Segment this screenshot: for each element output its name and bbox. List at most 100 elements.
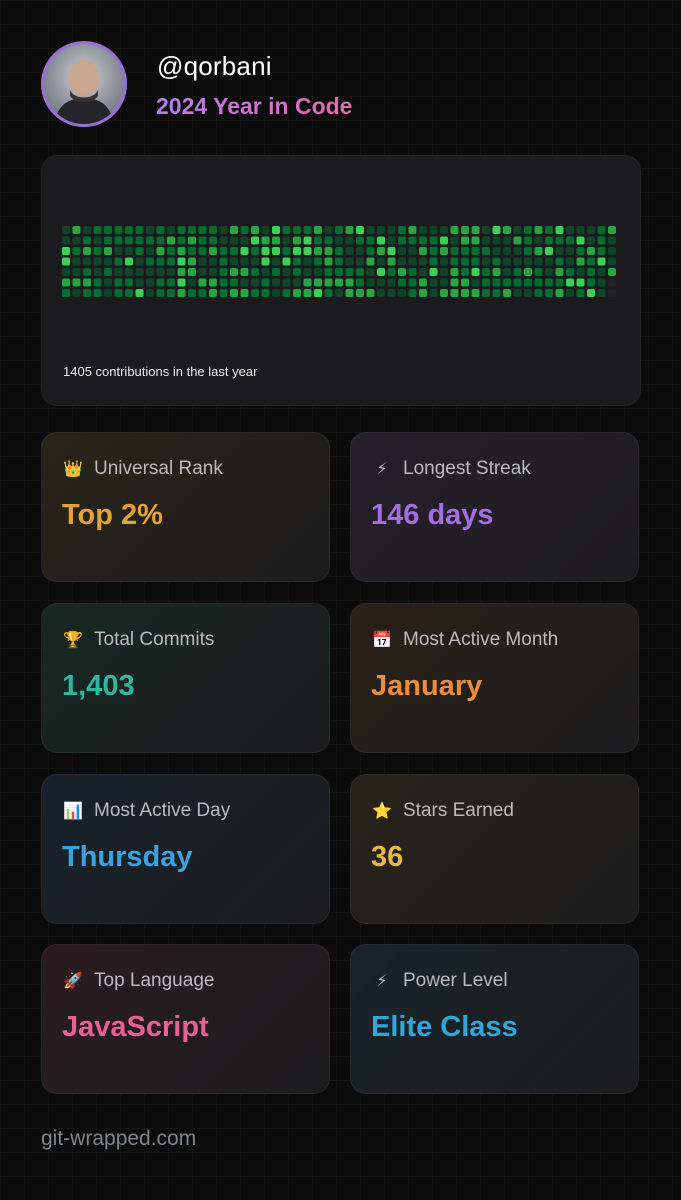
- contribution-cell: [398, 278, 406, 287]
- contribution-cell: [135, 278, 144, 287]
- contribution-cell: [167, 236, 175, 245]
- contribution-cell: [524, 226, 532, 234]
- contribution-cell: [429, 236, 438, 245]
- contribution-cell: [114, 268, 123, 276]
- contribution-cell: [335, 268, 343, 276]
- stat-label: Top Language: [94, 970, 215, 991]
- contribution-cell: [188, 236, 196, 245]
- contribution-cell: [377, 226, 385, 234]
- contribution-cell: [251, 257, 259, 266]
- contribution-cell: [408, 289, 417, 297]
- contribution-cell: [230, 278, 238, 287]
- contribution-cell: [482, 226, 490, 234]
- contribution-cell: [387, 247, 396, 255]
- contribution-cell: [219, 257, 228, 266]
- contribution-cell: [597, 289, 606, 297]
- contribution-cell: [146, 236, 154, 245]
- stat-value: JavaScript: [62, 1011, 209, 1043]
- stat-card-stars-earned: ⭐ Stars Earned 36: [350, 774, 639, 924]
- contribution-cell: [272, 278, 280, 287]
- contribution-cell: [513, 226, 522, 234]
- contribution-cell: [429, 268, 438, 276]
- contribution-cell: [387, 257, 396, 266]
- contribution-cell: [398, 268, 406, 276]
- contribution-cell: [408, 268, 417, 276]
- contribution-cell: [377, 278, 385, 287]
- contribution-cell: [104, 257, 112, 266]
- contribution-summary: 1405 contributions in the last year: [63, 364, 258, 379]
- contribution-cell: [209, 268, 217, 276]
- contribution-cell: [461, 236, 469, 245]
- contribution-cell: [240, 257, 249, 266]
- contribution-cell: [587, 257, 595, 266]
- contribution-cell: [303, 268, 312, 276]
- contribution-cell: [597, 247, 606, 255]
- contribution-cell: [366, 226, 375, 234]
- contribution-cell: [482, 278, 490, 287]
- contribution-cell: [125, 257, 133, 266]
- contribution-cell: [377, 257, 385, 266]
- contribution-cell: [335, 278, 343, 287]
- contribution-cell: [125, 289, 133, 297]
- contribution-cell: [356, 257, 364, 266]
- contribution-cell: [188, 278, 196, 287]
- contribution-cell: [587, 268, 595, 276]
- contribution-cell: [293, 226, 301, 234]
- contribution-cell: [366, 236, 375, 245]
- contribution-cell: [219, 278, 228, 287]
- contribution-cell: [366, 247, 375, 255]
- contribution-cell: [219, 289, 228, 297]
- contribution-cell: [513, 278, 522, 287]
- contribution-cell: [566, 247, 574, 255]
- contribution-cell: [419, 289, 427, 297]
- contribution-cell: [429, 289, 438, 297]
- contribution-cell: [303, 247, 312, 255]
- stat-title: 🏆 Total Commits: [62, 629, 214, 651]
- contribution-cell: [314, 289, 322, 297]
- contribution-cell: [566, 257, 574, 266]
- contribution-cell: [62, 289, 70, 297]
- contribution-cell: [398, 289, 406, 297]
- contribution-cell: [167, 257, 175, 266]
- contribution-cell: [566, 226, 574, 234]
- contribution-cell: [366, 257, 375, 266]
- contribution-cell: [114, 289, 123, 297]
- contribution-cell: [356, 289, 364, 297]
- contribution-cell: [282, 289, 291, 297]
- stat-value: Elite Class: [371, 1011, 518, 1043]
- stat-label: Most Active Month: [403, 629, 559, 650]
- contribution-cell: [93, 247, 102, 255]
- contribution-cell: [230, 247, 238, 255]
- contribution-cell: [545, 247, 553, 255]
- contribution-cell: [555, 247, 564, 255]
- contribution-cell: [293, 257, 301, 266]
- contribution-cell: [93, 278, 102, 287]
- contribution-cell: [62, 268, 70, 276]
- contribution-cell: [198, 278, 207, 287]
- contribution-cell: [450, 247, 459, 255]
- contribution-cell: [503, 236, 511, 245]
- contribution-cell: [135, 289, 144, 297]
- contribution-cell: [240, 236, 249, 245]
- contribution-cell: [156, 268, 165, 276]
- stat-card-universal-rank: 👑 Universal Rank Top 2%: [41, 432, 330, 582]
- contribution-cell: [282, 226, 291, 234]
- contribution-cell: [534, 278, 543, 287]
- contribution-cell: [104, 289, 112, 297]
- contribution-cell: [387, 289, 396, 297]
- contribution-cell: [293, 289, 301, 297]
- contribution-cell: [492, 278, 501, 287]
- contribution-cell: [303, 236, 312, 245]
- contribution-cell: [335, 236, 343, 245]
- contribution-cell: [62, 278, 70, 287]
- contribution-cell: [177, 257, 186, 266]
- contribution-cell: [429, 247, 438, 255]
- contribution-cell: [377, 236, 385, 245]
- contribution-cell: [72, 236, 81, 245]
- contribution-cell: [597, 257, 606, 266]
- contribution-cell: [471, 289, 480, 297]
- contribution-cell: [293, 268, 301, 276]
- contribution-cell: [72, 226, 81, 234]
- contribution-cell: [198, 257, 207, 266]
- contribution-cell: [324, 236, 333, 245]
